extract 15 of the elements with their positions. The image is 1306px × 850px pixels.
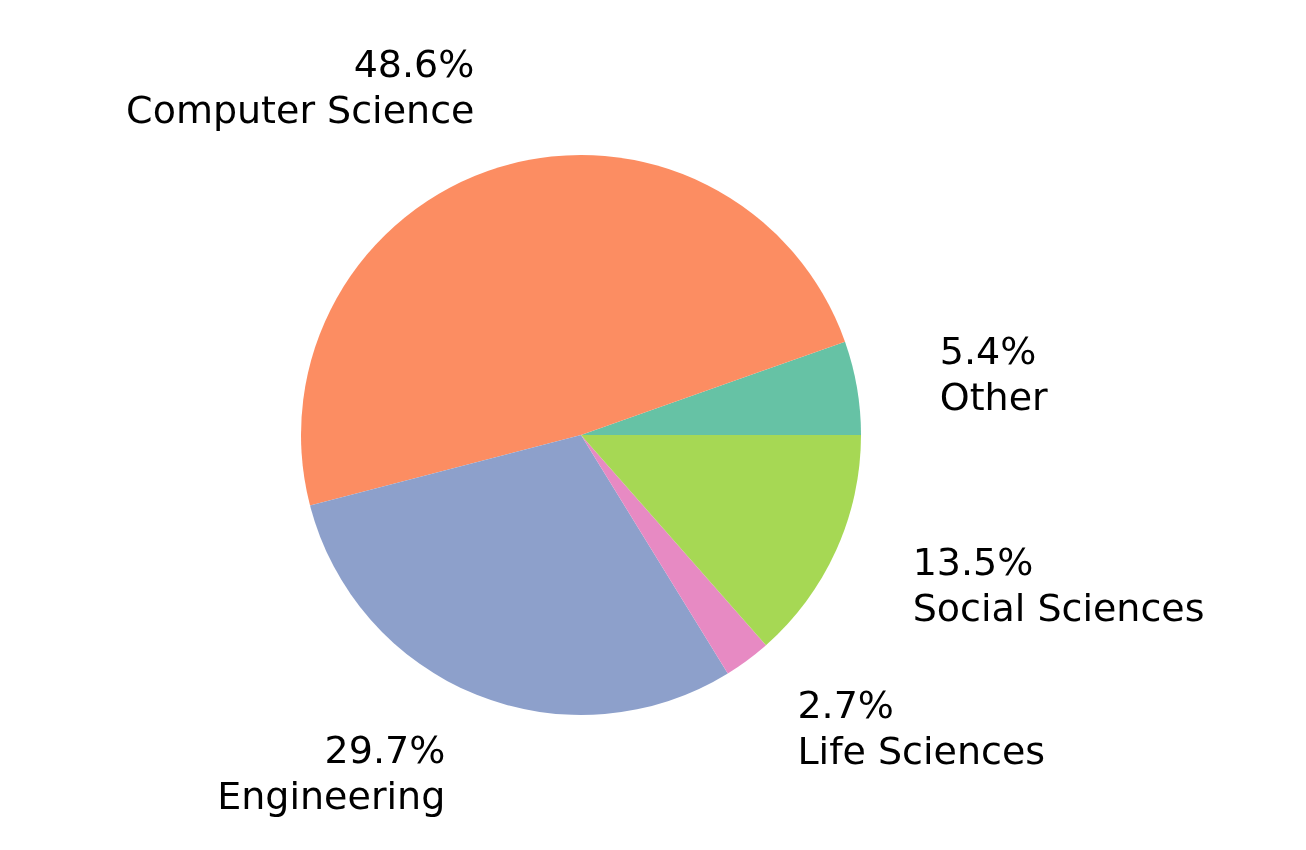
slice-label: Life Sciences — [797, 728, 1046, 773]
pie-slice — [581, 341, 861, 435]
slice-label: Other — [939, 374, 1049, 419]
pie-slice — [581, 435, 861, 646]
pie-slice — [310, 435, 728, 715]
data-label: 5.4% — [939, 328, 1037, 373]
slice-label: Engineering — [217, 773, 446, 818]
slice-label: Computer Science — [126, 88, 475, 133]
slice-label: Social Sciences — [912, 586, 1205, 631]
pie-slice — [581, 435, 766, 674]
data-label: 2.7% — [797, 683, 894, 728]
pie-slice — [301, 155, 846, 506]
data-label: 13.5% — [912, 540, 1034, 585]
data-label: 48.6% — [353, 42, 475, 87]
data-label: 29.7% — [324, 728, 446, 773]
